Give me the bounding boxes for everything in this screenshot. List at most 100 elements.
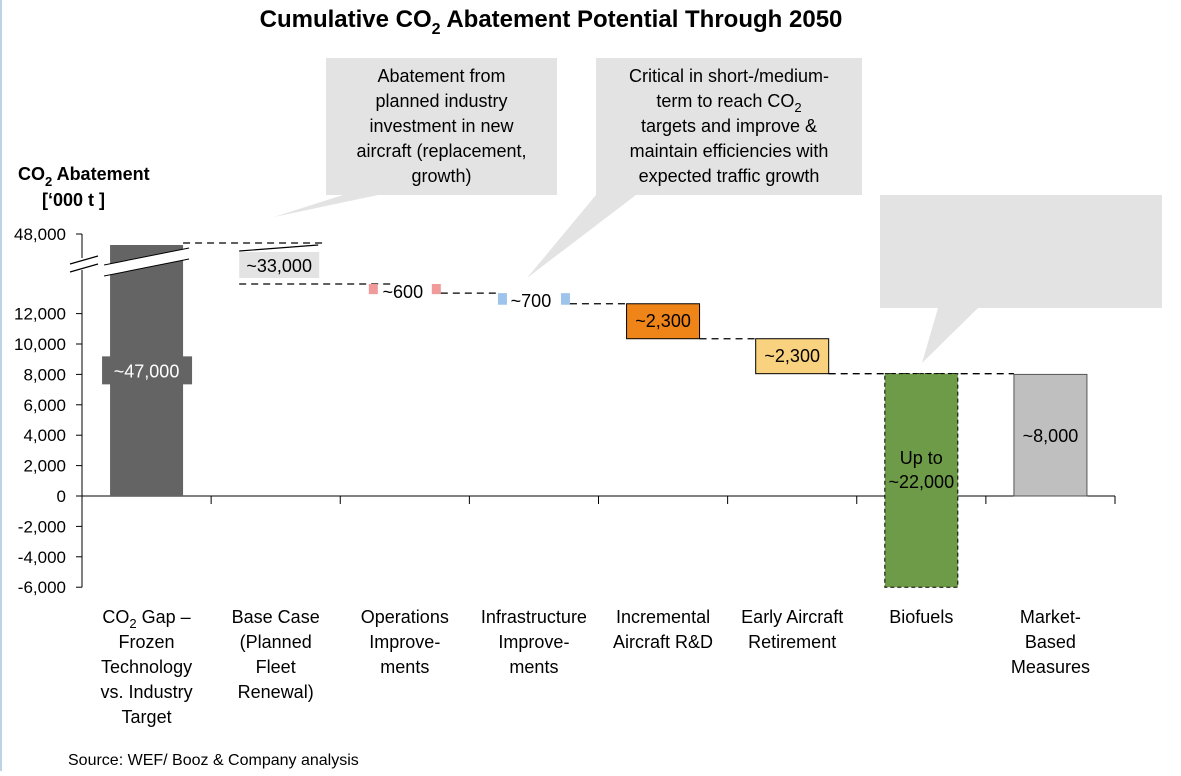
category-label-line: Early Aircraft	[741, 607, 843, 627]
category-label-line: Base Case	[232, 607, 320, 627]
callout-base-case-box	[326, 58, 557, 195]
category-label-line: (Planned	[240, 632, 312, 652]
category-label-line: Based	[1025, 632, 1076, 652]
bar-market-based	[1013, 373, 1088, 497]
callout-operations-line: expected traffic growth	[639, 166, 820, 186]
category-label-line: Market-	[1020, 607, 1081, 627]
bar-infrastructure-left	[497, 293, 507, 305]
category-label-line: Measures	[1011, 657, 1090, 677]
category-label-line: vs. Industry	[101, 682, 193, 702]
y-tick-label: 8,000	[23, 365, 66, 384]
y-tick-label: 48,000	[14, 225, 66, 244]
callout-base-case-line: growth)	[411, 166, 471, 186]
bars: ~47,000 ~33,000 ~600 ~700 ~2,300 ~2,300 Up to ~…	[102, 242, 1088, 588]
y-tick-label: -2,000	[18, 517, 66, 536]
category-label-line: Biofuels	[889, 607, 953, 627]
y-axis-unit: [‘000 t ]	[42, 190, 105, 210]
data-label-infrastructure: ~700	[511, 291, 552, 311]
callout-base-case-part: aircraft (replacement,	[356, 141, 526, 161]
category-label-line: ments	[509, 657, 558, 677]
axis-break-mark	[69, 263, 99, 273]
y-tick-label: 6,000	[23, 396, 66, 415]
bar-early-retirement	[755, 338, 830, 375]
y-tick-label: 0	[57, 487, 66, 506]
category-label-line: Improve-	[498, 632, 569, 652]
category-label-co2-gap: CO2 Gap –	[102, 607, 190, 631]
callout-operations-part: Critical in short-/medium-	[629, 66, 829, 86]
axis-break-mark	[239, 244, 319, 252]
y-tick-label: 10,000	[14, 335, 66, 354]
callout-base-case-part: planned industry	[375, 91, 507, 111]
callout-base-case-part: investment in new	[369, 116, 514, 136]
y-tick-label: -4,000	[18, 548, 66, 567]
data-label-market-based: ~8,000	[1023, 426, 1079, 446]
y-tick-label: 2,000	[23, 457, 66, 476]
callout-base-case-part: Abatement from	[377, 66, 505, 86]
bar-biofuels	[884, 373, 959, 588]
data-label-operations: ~600	[383, 282, 424, 302]
source-note: Source: WEF/ Booz & Company analysis	[68, 752, 359, 769]
callout-operations-pointer	[527, 195, 636, 278]
data-label-incremental-rnd: ~2,300	[635, 311, 691, 331]
bar-infrastructure-right	[560, 293, 570, 305]
callout-base-case-line: planned industry	[375, 91, 507, 111]
chart-title: Cumulative CO2 Abatement Potential Throu…	[260, 6, 843, 38]
callout-operations-part: targets and improve &	[641, 116, 817, 136]
bar-break-line	[103, 258, 190, 277]
callout-base-case-part: growth)	[411, 166, 471, 186]
callout-operations-line: Critical in short-/medium-	[629, 66, 829, 86]
data-label-line: ~22,000	[889, 472, 955, 492]
y-tick-label: -6,000	[18, 578, 66, 597]
category-label-line: Retirement	[748, 632, 836, 652]
category-label-line: Improve-	[369, 632, 440, 652]
category-part: Gap –	[137, 607, 191, 627]
data-label-biofuels: Up to ~22,000	[889, 448, 955, 492]
category-label-line: Technology	[101, 657, 192, 677]
category-part: CO	[102, 607, 129, 627]
left-edge-line	[0, 0, 2, 771]
category-label-line: Incremental	[616, 607, 710, 627]
callout-biofuels-box	[880, 195, 1162, 308]
category-label-line: Renewal)	[238, 682, 314, 702]
y-tick-label: 12,000	[14, 305, 66, 324]
data-label-early-retirement: ~2,300	[764, 346, 820, 366]
category-label-line: Operations	[361, 607, 449, 627]
category-label-line: Frozen	[119, 632, 175, 652]
category-sub: 2	[129, 616, 136, 631]
callout-base-case-line: aircraft (replacement,	[356, 141, 526, 161]
data-label-line: Up to	[900, 448, 943, 468]
bar-incremental-rnd	[626, 303, 701, 340]
callout-operations-box	[596, 58, 862, 195]
callout-base-case-pointer	[274, 195, 378, 217]
category-label-line: Infrastructure	[481, 607, 587, 627]
bar-break-line	[103, 247, 190, 266]
category-label-line: Aircraft R&D	[613, 632, 713, 652]
bar-break-gap	[104, 248, 190, 276]
axis-break-mark	[69, 255, 99, 265]
bar-operations-left	[368, 284, 378, 295]
callout-operations-part: term to reach CO	[656, 91, 794, 111]
callouts: Abatement from planned industry investment…	[274, 58, 1162, 363]
data-label-bg	[102, 356, 193, 385]
callout-biofuels-pointer	[922, 308, 978, 363]
callout-operations-part: maintain efficiencies with	[630, 141, 829, 161]
callout-operations-sub: 2	[794, 100, 801, 115]
data-label-base-case: ~33,000	[246, 256, 312, 276]
callout-operations-line: targets and improve &	[641, 116, 817, 136]
callout-operations-part: expected traffic growth	[639, 166, 820, 186]
category-label-line: ments	[380, 657, 429, 677]
axes: 48,000 12,000 10,000 8,000 6,000 4,000 2,000 0 -…	[14, 225, 1116, 597]
y-tick-label: 4,000	[23, 426, 66, 445]
callout-base-case-line: investment in new	[369, 116, 514, 136]
bar-operations-right	[431, 284, 441, 295]
category-label-line: Target	[122, 707, 172, 727]
category-label-line: Fleet	[256, 657, 296, 677]
callout-operations-line: term to reach CO2	[656, 91, 801, 115]
callout-base-case-line: Abatement from	[377, 66, 505, 86]
callout-operations-line: maintain efficiencies with	[630, 141, 829, 161]
data-label-co2-gap: ~47,000	[114, 361, 180, 381]
data-label-bg	[239, 252, 320, 278]
